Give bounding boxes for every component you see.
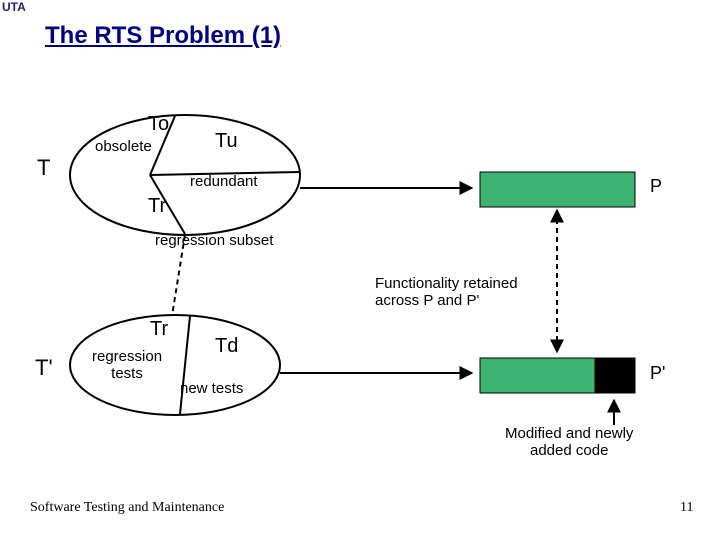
- label-modified: Modified and newly added code: [505, 425, 633, 459]
- label-T: T: [37, 155, 50, 181]
- label-obsolete: obsolete: [95, 138, 152, 155]
- slide: UTA The RTS Problem (1): [0, 0, 720, 540]
- rect-Pprime-black: [595, 358, 635, 393]
- footer-right: 11: [680, 500, 693, 516]
- div-bottom: [180, 316, 190, 414]
- label-new-tests: new tests: [180, 380, 243, 397]
- label-Tu: Tu: [215, 130, 238, 153]
- label-functionality: Functionality retained across P and P': [375, 275, 518, 309]
- rect-Pprime-green: [480, 358, 595, 393]
- label-Tr-top: Tr: [148, 195, 166, 218]
- label-Pprime: P': [650, 363, 665, 384]
- rect-P: [480, 172, 635, 207]
- label-Tr-bottom: Tr: [150, 318, 168, 341]
- label-regression-tests: regression tests: [92, 348, 162, 382]
- label-regression-subset: regression subset: [155, 232, 273, 249]
- footer-left: Software Testing and Maintenance: [30, 500, 224, 516]
- label-Td: Td: [215, 335, 238, 358]
- diagram-svg: [0, 0, 720, 540]
- label-redundant: redundant: [190, 173, 258, 190]
- label-P: P: [650, 176, 662, 197]
- label-Tprime: T': [35, 355, 53, 381]
- label-To: To: [148, 113, 169, 136]
